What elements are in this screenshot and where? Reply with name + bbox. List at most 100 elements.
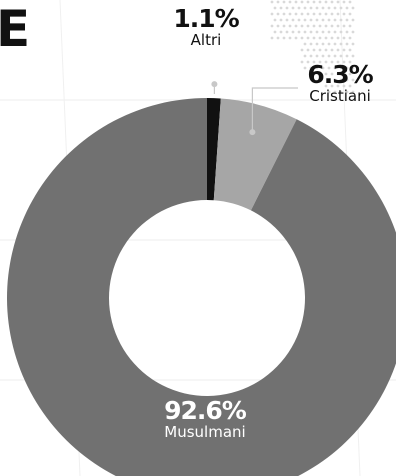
map-dot [309, 54, 313, 58]
map-dot [330, 24, 334, 28]
map-dot [351, 18, 355, 22]
map-dot [342, 72, 346, 76]
label-cristiani: 6.3% Cristiani [300, 62, 380, 105]
map-dot [315, 54, 319, 58]
map-dot [333, 78, 337, 82]
map-dot [315, 6, 319, 10]
map-dot [288, 24, 292, 28]
map-dot [321, 54, 325, 58]
map-dot [333, 30, 337, 34]
map-dot [318, 24, 322, 28]
map-dot [336, 12, 340, 16]
map-dot [270, 36, 274, 40]
map-dot [339, 54, 343, 58]
map-dot [282, 12, 286, 16]
map-dot [306, 48, 310, 52]
map-dot [285, 6, 289, 10]
altri-percent: 1.1% [173, 4, 239, 33]
map-dot [315, 66, 319, 70]
altri-category: Altri [190, 31, 222, 49]
map-dot [342, 48, 346, 52]
map-dot [333, 90, 337, 94]
map-dot [339, 6, 343, 10]
map-dot [300, 24, 304, 28]
leader-line-cristiani [251, 87, 298, 133]
map-dot [339, 90, 343, 94]
map-dot [345, 66, 349, 70]
map-dot [345, 18, 349, 22]
map-dot [345, 6, 349, 10]
map-dot [279, 18, 283, 22]
map-dot [321, 6, 325, 10]
map-dot [336, 60, 340, 64]
map-dot [348, 24, 352, 28]
map-dot [309, 30, 313, 34]
map-dot [309, 66, 313, 70]
map-dot [288, 0, 292, 4]
map-dot [297, 18, 301, 22]
map-dot [297, 30, 301, 34]
map-dot [324, 72, 328, 76]
map-dot [351, 6, 355, 10]
map-dot [351, 42, 355, 46]
map-dot [327, 54, 331, 58]
map-dot [303, 66, 307, 70]
map-dot [330, 36, 334, 40]
map-dot [330, 84, 334, 88]
map-dot [351, 90, 355, 94]
map-dot [333, 42, 337, 46]
map-dot [294, 36, 298, 40]
leader-line-altri-dot [211, 81, 218, 88]
map-dot [324, 12, 328, 16]
dotted-map-decoration [270, 0, 355, 94]
map-dot [294, 24, 298, 28]
map-dot [315, 42, 319, 46]
map-dot [348, 48, 352, 52]
map-dot [303, 6, 307, 10]
map-dot [345, 78, 349, 82]
map-dot [342, 60, 346, 64]
map-dot [303, 30, 307, 34]
map-dot [312, 60, 316, 64]
map-dot [288, 36, 292, 40]
map-dot [300, 12, 304, 16]
map-dot [324, 60, 328, 64]
map-dot [312, 0, 316, 4]
map-dot [351, 30, 355, 34]
map-dot [309, 6, 313, 10]
donut-slice-musulmani [7, 98, 396, 476]
map-dot [321, 18, 325, 22]
map-dot [351, 54, 355, 58]
map-dot [324, 24, 328, 28]
map-dot [348, 36, 352, 40]
map-dot [282, 0, 286, 4]
map-dot [318, 12, 322, 16]
map-dot [330, 72, 334, 76]
map-dot [285, 30, 289, 34]
map-dot [270, 24, 274, 28]
map-dot [294, 0, 298, 4]
map-dot [348, 0, 352, 4]
map-dot [321, 30, 325, 34]
map-dot [309, 42, 313, 46]
map-dot [333, 6, 337, 10]
map-dot [318, 48, 322, 52]
map-dot [327, 18, 331, 22]
map-dot [327, 30, 331, 34]
map-dot [303, 54, 307, 58]
map-dot [276, 12, 280, 16]
map-dot [330, 48, 334, 52]
map-dot [336, 84, 340, 88]
map-dot [348, 84, 352, 88]
map-dot [333, 18, 337, 22]
map-dot [342, 36, 346, 40]
map-dot [312, 12, 316, 16]
map-dot [318, 0, 322, 4]
map-dot [327, 90, 331, 94]
map-dot [291, 6, 295, 10]
map-dot [303, 42, 307, 46]
map-dot [312, 36, 316, 40]
map-dot [339, 30, 343, 34]
map-dot [339, 18, 343, 22]
map-dot [276, 24, 280, 28]
